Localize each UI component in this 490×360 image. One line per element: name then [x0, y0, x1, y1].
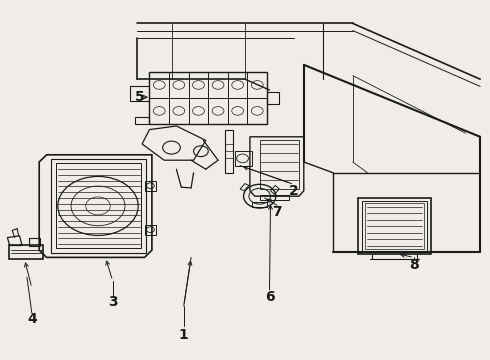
Text: 8: 8: [409, 258, 419, 271]
Text: 3: 3: [108, 296, 118, 309]
Text: 2: 2: [289, 184, 299, 198]
Text: 4: 4: [27, 312, 37, 325]
Text: 5: 5: [135, 90, 145, 104]
Text: 7: 7: [272, 206, 282, 219]
Text: 6: 6: [265, 290, 274, 304]
Text: 1: 1: [179, 328, 189, 342]
